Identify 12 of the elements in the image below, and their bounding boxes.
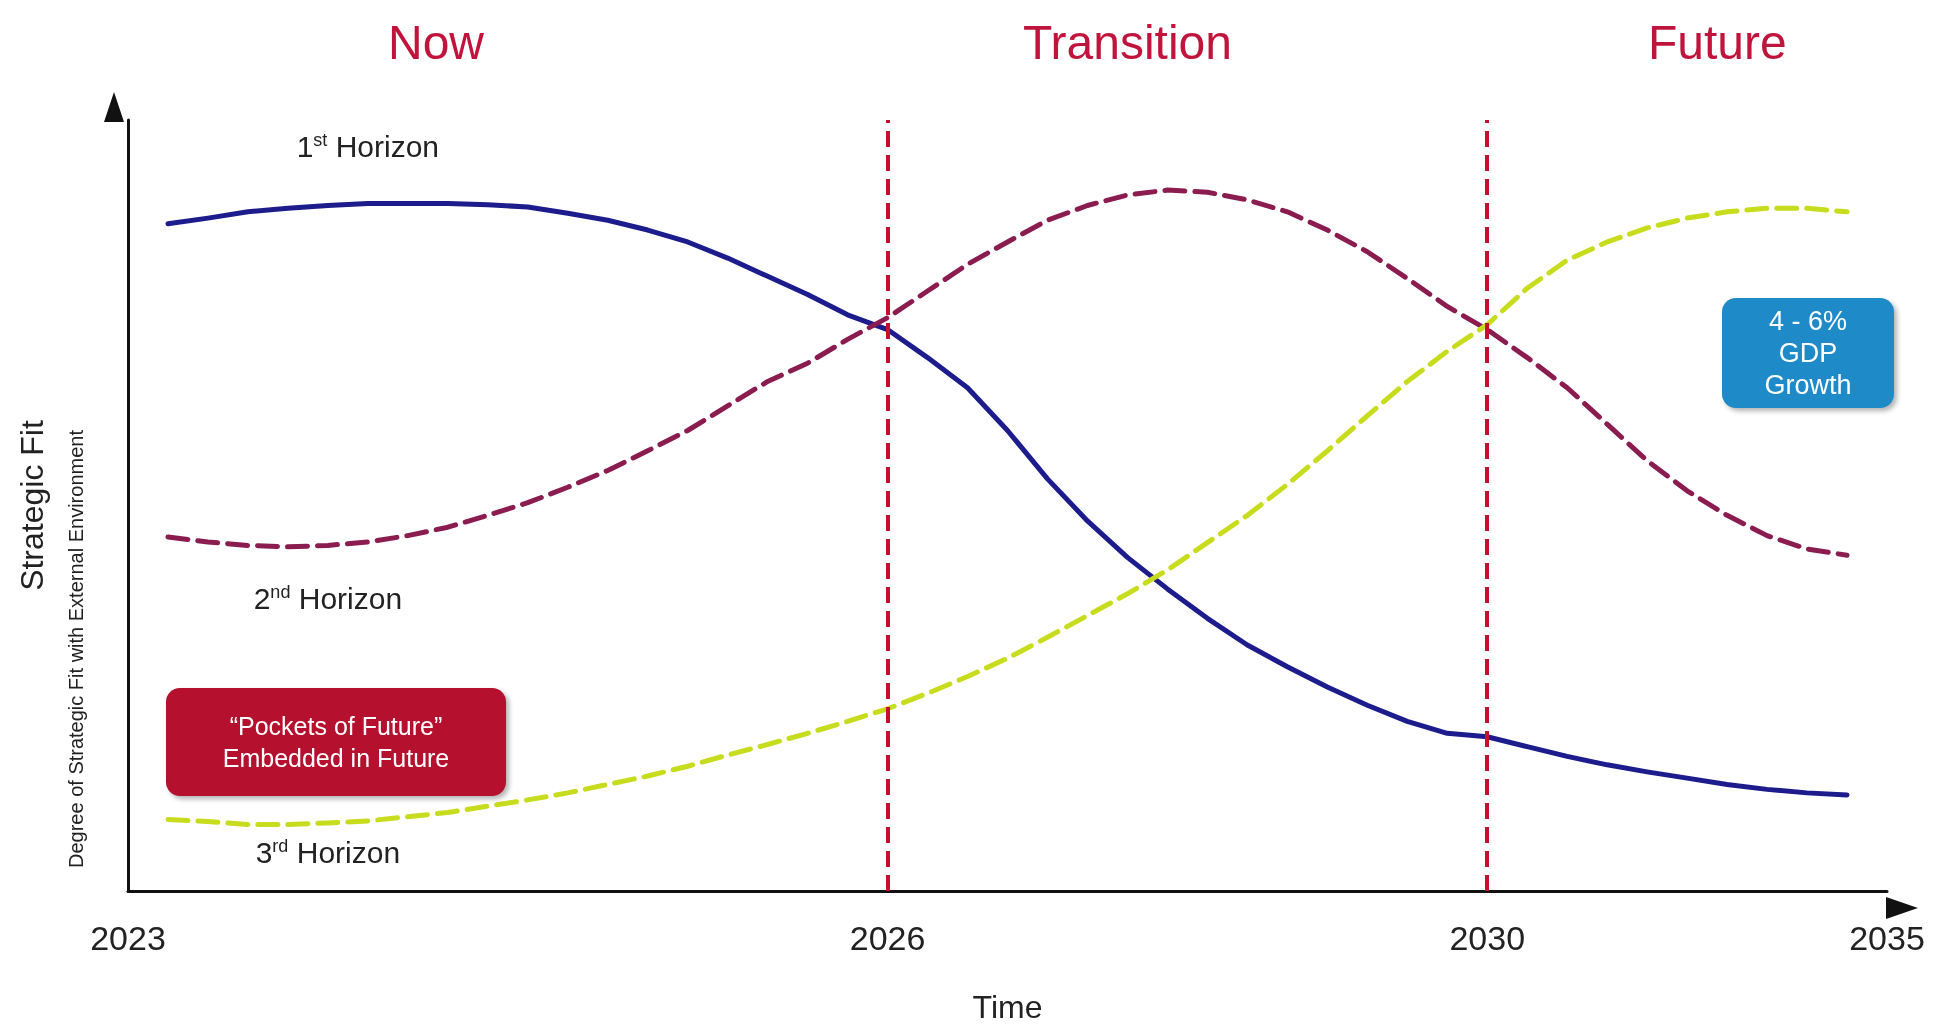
text: Degree of Strategic Fit with External Environment (65, 429, 87, 868)
callout-box: “Pockets of Future” Embedded in Future (166, 688, 506, 796)
x-tick-label: 2035 (1849, 919, 1925, 957)
callout-box: 4 - 6% GDP Growth (1722, 298, 1894, 408)
x-axis-title: Time (972, 989, 1043, 1025)
x-tick-label: 2030 (1449, 919, 1526, 957)
text: Transition (1023, 15, 1232, 69)
y-axis-title: Strategic Fit (14, 420, 50, 591)
x-tick-label: 2026 (849, 919, 926, 957)
text: Future (1648, 15, 1787, 69)
x-tick-label: 2023 (90, 919, 166, 957)
text: Now (388, 15, 485, 69)
